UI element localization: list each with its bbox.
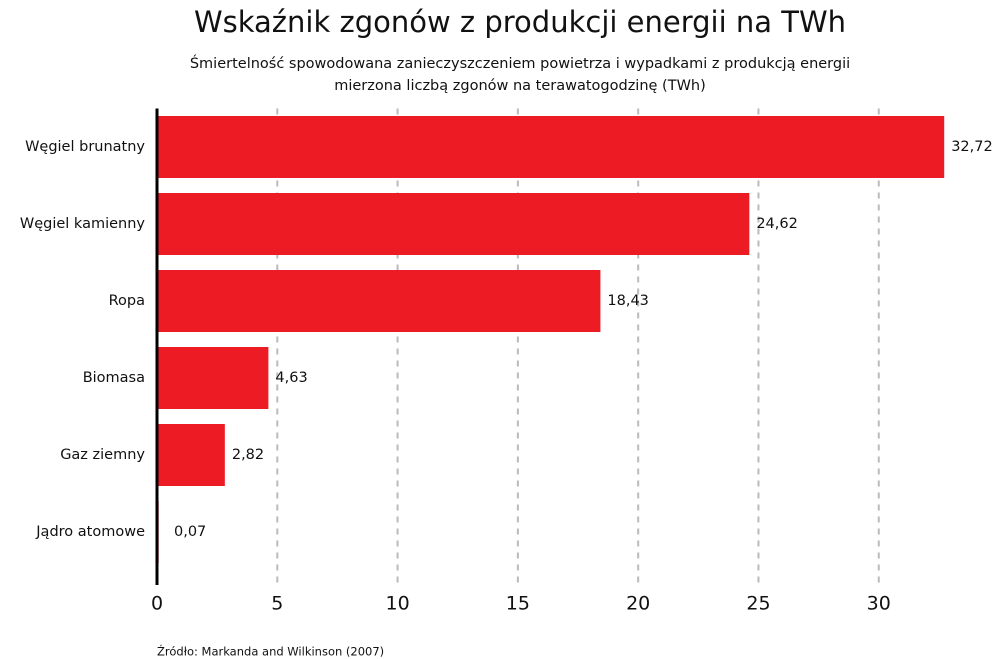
value-label: 4,63 [275, 370, 307, 386]
chart-subtitle: mierzona liczbą zgonów na terawatogodzin… [334, 78, 706, 94]
value-label: 18,43 [607, 293, 649, 309]
bar [157, 193, 750, 255]
chart-title: Wskaźnik zgonów z produkcji energii na T… [194, 5, 846, 39]
bar [157, 270, 601, 332]
x-tick-label: 15 [506, 593, 530, 615]
chart-subtitle: Śmiertelność spowodowana zanieczyszczeni… [190, 54, 850, 72]
value-label: 32,72 [951, 139, 993, 155]
y-tick-label: Węgiel brunatny [25, 139, 145, 155]
x-tick-label: 10 [385, 593, 409, 615]
x-tick-label: 0 [151, 593, 163, 615]
x-tick-label: 5 [271, 593, 283, 615]
source-note: Źródło: Markanda and Wilkinson (2007) [157, 644, 384, 659]
value-label: 2,82 [232, 447, 264, 463]
y-tick-label: Ropa [109, 293, 145, 309]
x-tick-label: 20 [626, 593, 650, 615]
x-tick-label: 25 [746, 593, 770, 615]
bar [157, 116, 945, 178]
x-tick-label: 30 [867, 593, 891, 615]
y-tick-label: Jądro atomowe [35, 524, 145, 540]
value-label: 24,62 [756, 216, 798, 232]
value-label: 0,07 [174, 524, 206, 540]
y-tick-label: Gaz ziemny [60, 447, 145, 463]
bar [157, 424, 225, 486]
y-tick-label: Biomasa [83, 370, 145, 386]
y-tick-label: Węgiel kamienny [20, 216, 146, 232]
bar [157, 347, 269, 409]
